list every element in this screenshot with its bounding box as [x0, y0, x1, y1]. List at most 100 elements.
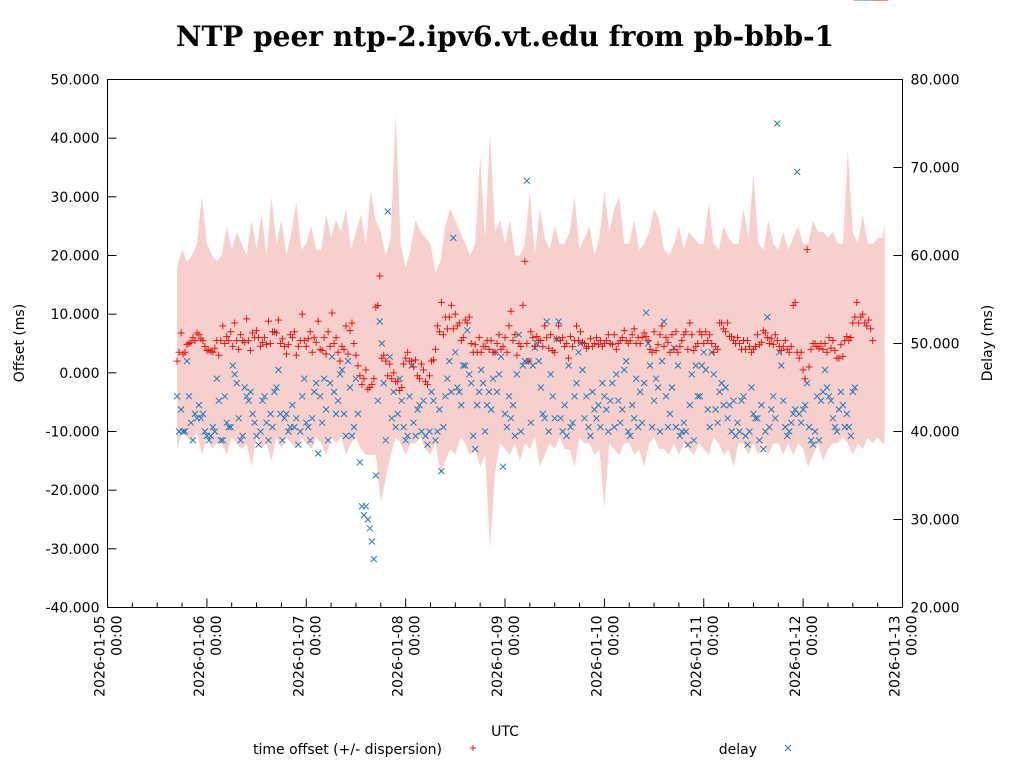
delay-point	[845, 423, 853, 431]
delay-point	[839, 401, 847, 409]
offset-point	[799, 366, 807, 374]
delay-point	[720, 401, 727, 409]
delay-point	[849, 388, 857, 396]
delay-point	[730, 397, 737, 405]
delay-point	[304, 423, 312, 431]
delay-point	[473, 401, 481, 409]
delay-point	[618, 406, 626, 413]
delay-point	[239, 432, 247, 440]
delay-point	[471, 445, 479, 453]
delay-point	[724, 414, 731, 422]
delay-point	[779, 397, 787, 405]
delay-point	[342, 432, 350, 440]
delay-point	[189, 436, 197, 444]
offset-point	[829, 337, 837, 345]
delay-point	[257, 428, 264, 435]
delay-point	[205, 436, 213, 444]
delay-point	[529, 362, 537, 369]
offset-point	[402, 354, 410, 362]
delay-point	[322, 406, 330, 413]
offset-point	[743, 337, 751, 345]
x-tick-label: 2026-01-11 00:00	[689, 616, 722, 697]
offset-point	[344, 350, 352, 358]
offset-point	[531, 342, 539, 350]
delay-point	[581, 414, 588, 422]
x-tick-label: 2026-01-13 00:00	[888, 616, 921, 697]
offset-point	[567, 332, 575, 340]
delay-point	[179, 428, 187, 435]
delay-point	[601, 392, 608, 400]
delay-point	[398, 397, 406, 405]
offset-point	[604, 331, 612, 339]
offset-point	[718, 319, 726, 327]
delay-point	[263, 419, 270, 427]
offset-point	[358, 381, 366, 389]
offset-point	[596, 337, 604, 345]
delay-point	[738, 397, 745, 405]
delay-point	[372, 472, 380, 479]
delay-point	[851, 384, 859, 391]
offset-point	[298, 310, 306, 318]
offset-point	[769, 341, 777, 349]
delay-point	[386, 353, 394, 361]
offset-point	[821, 340, 829, 347]
offset-point	[734, 334, 742, 342]
offset-point	[801, 375, 809, 383]
offset-point	[771, 331, 779, 339]
legend-marker-offset	[470, 745, 476, 751]
delay-point	[348, 432, 356, 440]
delay-point	[793, 168, 801, 176]
offset-point	[237, 331, 245, 339]
delay-point	[829, 414, 837, 422]
offset-point	[312, 338, 320, 346]
offset-point	[753, 331, 761, 339]
offset-point	[654, 341, 662, 349]
offset-point	[465, 313, 473, 321]
delay-point	[314, 450, 322, 457]
delay-point	[817, 397, 825, 405]
x-tick-label: 2026-01-12 00:00	[788, 616, 821, 697]
offset-point	[211, 344, 219, 352]
delay-point	[843, 410, 851, 418]
offset-point	[728, 332, 736, 340]
offset-point	[672, 328, 680, 336]
x-tick-date: 2026-01-12	[788, 616, 804, 697]
delay-point	[833, 428, 841, 435]
delay-point	[569, 419, 576, 427]
y-tick-label: -40.000	[45, 601, 99, 617]
x-tick-date: 2026-01-08	[391, 616, 407, 697]
offset-point	[827, 344, 835, 352]
delay-point	[658, 357, 666, 365]
delay-point	[191, 410, 199, 418]
delay-point	[241, 384, 248, 391]
delay-point	[777, 362, 785, 369]
delay-point	[614, 397, 622, 405]
offset-point	[443, 325, 451, 333]
offset-point	[765, 340, 773, 347]
offset-point	[362, 366, 370, 374]
offset-point	[219, 322, 227, 330]
delay-point	[754, 414, 761, 422]
offset-point	[507, 307, 515, 315]
delay-point	[765, 423, 773, 431]
delay-point	[746, 428, 753, 435]
offset-point	[513, 351, 521, 359]
delay-point	[684, 441, 692, 449]
offset-point	[308, 348, 316, 356]
offset-point	[477, 348, 485, 356]
delay-point	[648, 423, 656, 431]
offset-point	[569, 342, 577, 350]
delay-point	[477, 366, 485, 374]
delay-point	[567, 423, 574, 431]
offset-point	[416, 375, 424, 383]
offset-point	[686, 319, 694, 327]
offset-point	[660, 342, 668, 350]
offset-point	[294, 342, 302, 350]
offset-point	[400, 360, 408, 368]
delay-point	[722, 384, 729, 391]
legend-plus-icon	[470, 745, 476, 751]
delay-point	[235, 414, 243, 422]
offset-point	[449, 325, 457, 333]
offset-point	[867, 325, 875, 333]
offset-point	[495, 331, 503, 339]
